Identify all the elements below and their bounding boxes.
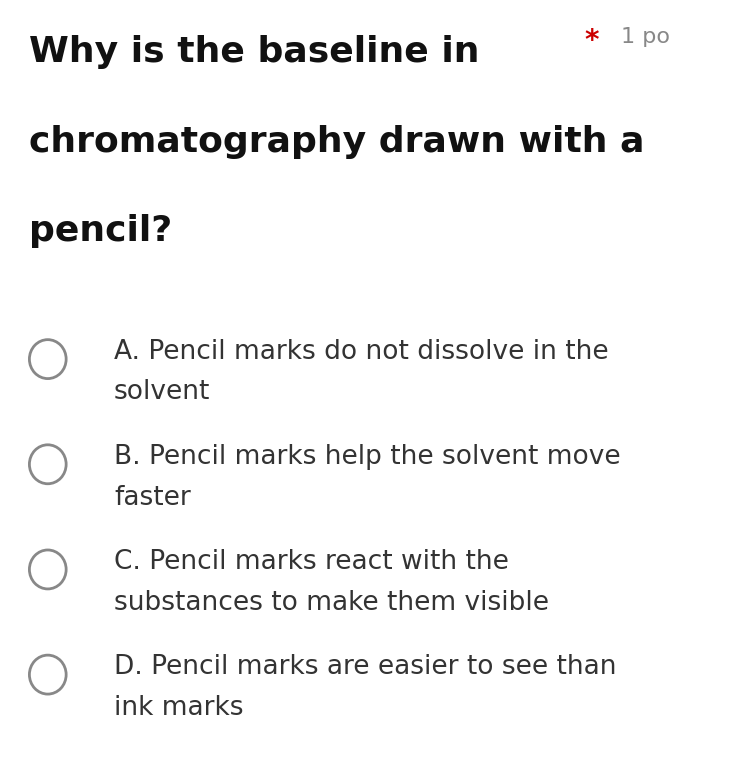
Text: C. Pencil marks react with the: C. Pencil marks react with the bbox=[114, 549, 509, 575]
Text: chromatography drawn with a: chromatography drawn with a bbox=[29, 125, 645, 159]
Text: substances to make them visible: substances to make them visible bbox=[114, 590, 549, 615]
Text: faster: faster bbox=[114, 485, 190, 510]
Text: 1 po: 1 po bbox=[621, 27, 670, 48]
Text: pencil?: pencil? bbox=[29, 214, 173, 249]
Text: B. Pencil marks help the solvent move: B. Pencil marks help the solvent move bbox=[114, 444, 620, 470]
Text: solvent: solvent bbox=[114, 379, 210, 405]
Text: *: * bbox=[584, 27, 599, 55]
Text: ink marks: ink marks bbox=[114, 695, 243, 721]
Text: Why is the baseline in: Why is the baseline in bbox=[29, 35, 480, 69]
Text: D. Pencil marks are easier to see than: D. Pencil marks are easier to see than bbox=[114, 654, 617, 680]
Text: A. Pencil marks do not dissolve in the: A. Pencil marks do not dissolve in the bbox=[114, 339, 609, 365]
